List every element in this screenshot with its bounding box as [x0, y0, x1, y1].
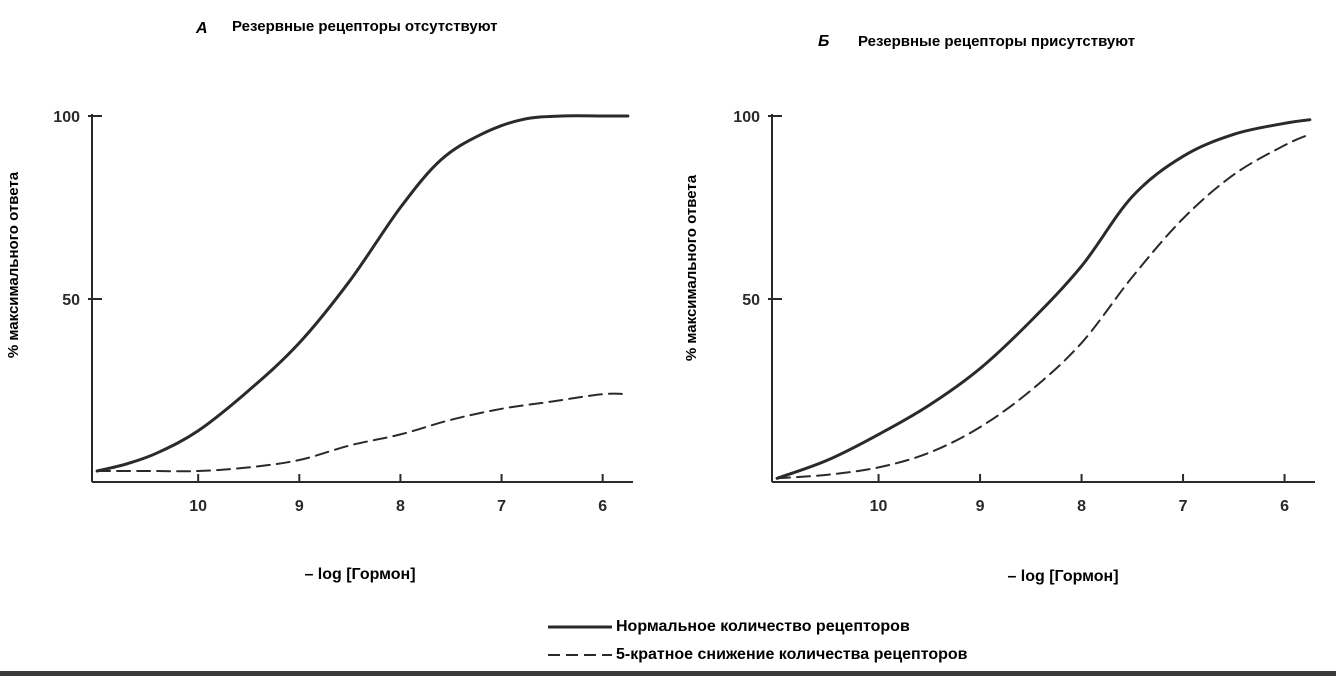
panel-a-title: Резервные рецепторы отсутствуют [232, 18, 498, 35]
panel-a-x-tick-label: 8 [396, 498, 405, 515]
panel-a-xlabel: – log [Гормон] [304, 566, 415, 583]
panel-a-x-tick-label: 6 [598, 498, 607, 515]
legend-dashed-label: 5-кратное снижение количества рецепторов [616, 646, 968, 663]
panel-a-y-tick-label: 100 [53, 109, 80, 126]
bottom-border [0, 671, 1336, 676]
panel-a-y-tick-label: 50 [62, 292, 80, 309]
panel-b-x-tick-label: 8 [1077, 498, 1086, 515]
panel-b-letter: Б [818, 33, 829, 50]
panel-a-ylabel: % максимального ответа [5, 171, 22, 358]
panel-b-y-tick-label: 100 [733, 109, 760, 126]
panel-a-plot: 10 9 8 7 6 50 100 [53, 109, 633, 515]
panel-b-series-normal-line [775, 118, 1312, 480]
panel-b-ylabel: % максимального ответа [683, 174, 700, 361]
panel-b: Б Резервные рецепторы присутствуют % мак… [683, 33, 1315, 585]
panel-a-series-normal-line [95, 114, 630, 473]
legend: Нормальное количество рецепторов 5-кратн… [548, 618, 968, 663]
panel-b-x-tick-label: 6 [1280, 498, 1289, 515]
panel-b-x-tick-label: 9 [976, 498, 985, 515]
panel-a-series-reduced-line [96, 392, 629, 473]
panel-b-xlabel: – log [Гормон] [1007, 568, 1118, 585]
panel-b-series-reduced-line [776, 133, 1311, 480]
panel-a-letter: А [195, 20, 208, 37]
panel-b-x-tick-label: 7 [1179, 498, 1188, 515]
panel-b-y-tick-label: 50 [742, 292, 760, 309]
panel-a-x-tick-label: 7 [497, 498, 506, 515]
panel-a-x-tick-label: 10 [189, 498, 207, 515]
panel-a: А Резервные рецепторы отсутствуют % макс… [5, 18, 633, 583]
panel-b-x-tick-label: 10 [870, 498, 888, 515]
panel-b-plot: 10 9 8 7 6 50 100 [733, 109, 1315, 515]
panel-b-title: Резервные рецепторы присутствуют [858, 33, 1135, 50]
panel-a-x-tick-label: 9 [295, 498, 304, 515]
legend-solid-label: Нормальное количество рецепторов [616, 618, 910, 635]
